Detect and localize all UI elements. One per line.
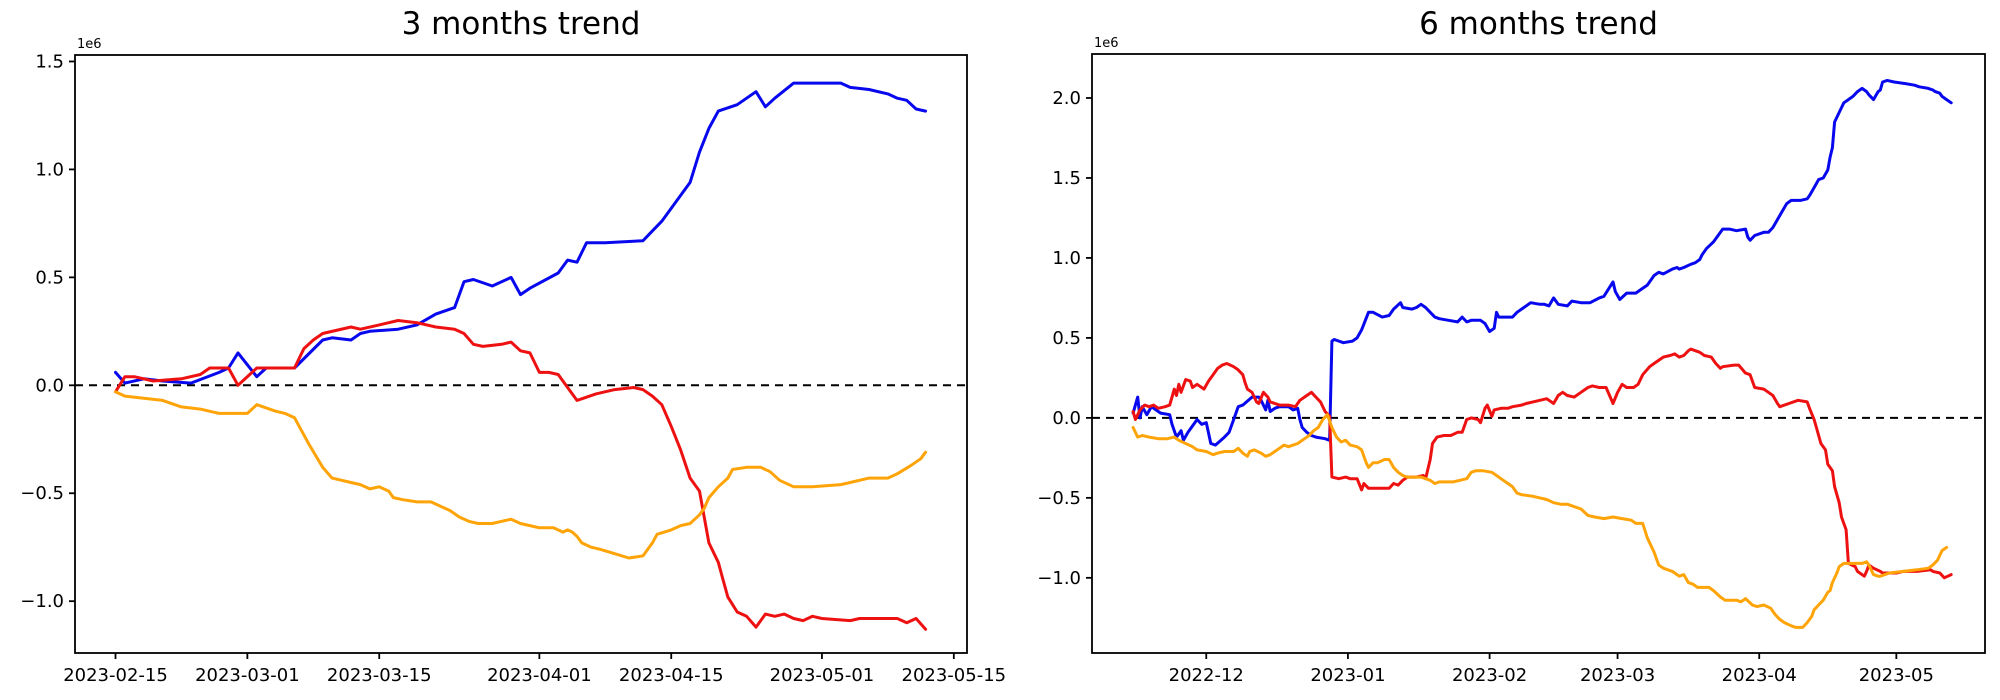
x-tick-label: 2023-05: [1859, 665, 1934, 686]
x-tick-label: 2023-04-01: [487, 665, 592, 686]
y-tick-label: 2.0: [1052, 88, 1081, 109]
y-tick-label: 1.0: [1052, 248, 1081, 269]
y-tick-label: 0.5: [1052, 328, 1081, 349]
y-tick-label: 0.0: [35, 375, 64, 396]
axes-spines: [1091, 53, 1986, 654]
axes-spines: [74, 54, 968, 654]
red-series: [114, 319, 928, 631]
y-tick-label: −0.5: [1037, 488, 1081, 509]
x-tick-label: 2023-05-01: [770, 665, 875, 686]
red-series: [1131, 347, 1953, 580]
y-tick-label: 1.5: [35, 51, 64, 72]
x-tick-label: 2022-12: [1169, 665, 1244, 686]
x-tick-label: 2023-02-15: [63, 665, 168, 686]
chart-title-3-months: 3 months trend: [401, 6, 641, 42]
x-tick-label: 2023-05-15: [902, 665, 1007, 686]
chart-title-6-months: 6 months trend: [1419, 6, 1658, 42]
x-tick-label: 2023-04: [1722, 665, 1797, 686]
y-tick-label: 0.5: [35, 267, 64, 288]
y-tick-label: 0.0: [1052, 408, 1081, 429]
y-tick-label: −0.5: [20, 483, 64, 504]
y-tick-label: 1.0: [35, 159, 64, 180]
orange-series: [1131, 413, 1949, 629]
x-tick-label: 2023-03-01: [195, 665, 300, 686]
x-tick-label: 2023-01: [1310, 665, 1385, 686]
x-tick-label: 2023-03: [1580, 665, 1655, 686]
y-axis-offset-label: 1e6: [77, 37, 102, 52]
y-axis-offset-label: 1e6: [1094, 36, 1119, 51]
blue-series: [1131, 78, 1953, 447]
x-tick-label: 2023-03-15: [327, 665, 432, 686]
y-tick-label: −1.0: [20, 591, 64, 612]
y-tick-label: 1.5: [1052, 168, 1081, 189]
blue-series: [114, 81, 928, 385]
y-tick-label: −1.0: [1037, 568, 1081, 589]
x-tick-label: 2023-02: [1452, 665, 1527, 686]
x-tick-label: 2023-04-15: [619, 665, 724, 686]
orange-series: [114, 390, 928, 560]
